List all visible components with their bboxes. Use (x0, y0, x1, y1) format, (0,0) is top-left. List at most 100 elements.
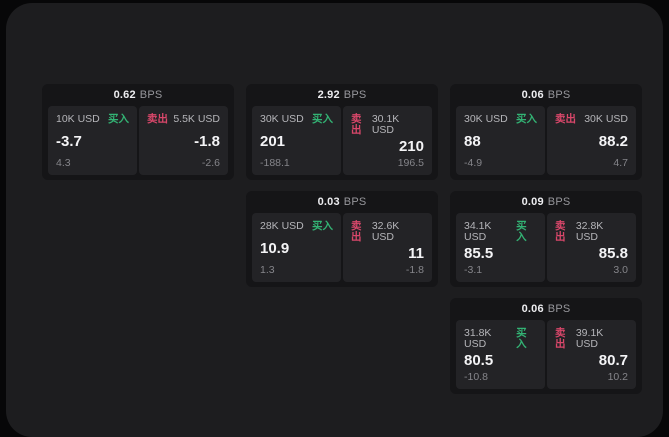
sell-change: 196.5 (397, 156, 424, 169)
sell-panel[interactable]: 卖出 39.1K USD 80.7 10.2 (547, 320, 636, 389)
buy-change: 4.3 (56, 156, 71, 169)
sell-price: 11 (408, 244, 424, 262)
buy-change: -188.1 (260, 156, 290, 169)
buy-price: 80.5 (464, 351, 494, 369)
buy-tag: 买入 (516, 327, 527, 350)
sell-panel[interactable]: 卖出 32.6K USD 11 -1.8 (343, 213, 432, 282)
bps-header: 2.92 BPS (246, 84, 438, 106)
buy-sell-panels: 28K USD 买入 10.9 1.3 卖出 32.6K USD 11 -1.8 (252, 213, 432, 282)
buy-price: 201 (260, 132, 286, 150)
sell-panel-top: 卖出 30K USD (555, 114, 628, 125)
buy-change: -3.1 (464, 263, 483, 276)
buy-amount: 34.1K USD (464, 220, 492, 243)
app-container: 0.62 BPS 10K USD 买入 -3.7 4.3 卖出 5.5K USD… (6, 3, 663, 437)
buy-panel-top: 34.1K USD 买入 (464, 221, 537, 242)
buy-amount: 30K USD (464, 113, 508, 125)
sell-amount: 32.8K USD (575, 220, 604, 243)
bps-unit-label: BPS (547, 89, 571, 101)
buy-tag: 买入 (516, 113, 537, 125)
buy-panel-top: 31.8K USD 买入 (464, 328, 537, 349)
cards-grid: 0.62 BPS 10K USD 买入 -3.7 4.3 卖出 5.5K USD… (42, 84, 642, 394)
buy-panel-top: 30K USD 买入 (260, 114, 333, 125)
sell-panel-top: 卖出 32.8K USD (555, 221, 628, 242)
buy-panel-top: 30K USD 买入 (464, 114, 537, 125)
bps-value: 0.06 (521, 303, 544, 315)
sell-panel-top: 卖出 5.5K USD (147, 114, 220, 125)
sell-change: -1.8 (405, 263, 424, 276)
buy-tag: 买入 (516, 220, 527, 243)
buy-change: -10.8 (464, 370, 488, 383)
buy-price: 85.5 (464, 244, 494, 262)
quote-card: 0.06 BPS 30K USD 买入 88 -4.9 卖出 30K USD 8… (450, 84, 642, 180)
quote-card: 0.09 BPS 34.1K USD 买入 85.5 -3.1 卖出 32.8K… (450, 191, 642, 287)
buy-panel[interactable]: 30K USD 买入 201 -188.1 (252, 106, 341, 175)
sell-tag: 卖出 (555, 327, 566, 350)
sell-change: 4.7 (613, 156, 628, 169)
sell-panel[interactable]: 卖出 5.5K USD -1.8 -2.6 (139, 106, 228, 175)
bps-value: 0.03 (317, 196, 340, 208)
quote-card: 2.92 BPS 30K USD 买入 201 -188.1 卖出 30.1K … (246, 84, 438, 180)
buy-tag: 买入 (312, 220, 333, 232)
buy-price: -3.7 (56, 132, 82, 150)
buy-panel[interactable]: 10K USD 买入 -3.7 4.3 (48, 106, 137, 175)
bps-header: 0.62 BPS (42, 84, 234, 106)
buy-sell-panels: 34.1K USD 买入 85.5 -3.1 卖出 32.8K USD 85.8… (456, 213, 636, 282)
sell-panel[interactable]: 卖出 30K USD 88.2 4.7 (547, 106, 636, 175)
buy-sell-panels: 30K USD 买入 88 -4.9 卖出 30K USD 88.2 4.7 (456, 106, 636, 175)
sell-amount: 30.1K USD (371, 113, 400, 136)
buy-change: 1.3 (260, 263, 275, 276)
bps-value: 2.92 (317, 89, 340, 101)
bps-header: 0.06 BPS (450, 84, 642, 106)
buy-sell-panels: 31.8K USD 买入 80.5 -10.8 卖出 39.1K USD 80.… (456, 320, 636, 389)
sell-amount: 30K USD (584, 113, 628, 125)
sell-change: 3.0 (613, 263, 628, 276)
sell-change: 10.2 (607, 370, 628, 383)
buy-change: -4.9 (464, 156, 483, 169)
sell-panel[interactable]: 卖出 32.8K USD 85.8 3.0 (547, 213, 636, 282)
buy-amount: 28K USD (260, 220, 304, 232)
sell-amount: 5.5K USD (173, 113, 220, 125)
buy-amount: 31.8K USD (464, 327, 492, 350)
buy-panel[interactable]: 28K USD 买入 10.9 1.3 (252, 213, 341, 282)
buy-tag: 买入 (312, 113, 333, 125)
bps-unit-label: BPS (343, 196, 367, 208)
sell-price: 80.7 (598, 351, 628, 369)
buy-price: 10.9 (260, 239, 290, 257)
buy-panel-top: 10K USD 买入 (56, 114, 129, 125)
bps-header: 0.09 BPS (450, 191, 642, 213)
sell-price: 85.8 (598, 244, 628, 262)
buy-tag: 买入 (108, 113, 129, 125)
buy-amount: 10K USD (56, 113, 100, 125)
buy-panel[interactable]: 34.1K USD 买入 85.5 -3.1 (456, 213, 545, 282)
sell-tag: 卖出 (147, 113, 168, 125)
bps-value: 0.06 (521, 89, 544, 101)
sell-panel-top: 卖出 32.6K USD (351, 221, 424, 242)
sell-tag: 卖出 (555, 220, 566, 243)
bps-unit-label: BPS (547, 303, 571, 315)
bps-header: 0.06 BPS (450, 298, 642, 320)
quote-card: 0.03 BPS 28K USD 买入 10.9 1.3 卖出 32.6K US… (246, 191, 438, 287)
buy-sell-panels: 10K USD 买入 -3.7 4.3 卖出 5.5K USD -1.8 -2.… (48, 106, 228, 175)
sell-tag: 卖出 (351, 113, 362, 136)
sell-change: -2.6 (201, 156, 220, 169)
buy-panel-top: 28K USD 买入 (260, 221, 333, 232)
bps-value: 0.09 (521, 196, 544, 208)
sell-tag: 卖出 (351, 220, 362, 243)
buy-panel[interactable]: 30K USD 买入 88 -4.9 (456, 106, 545, 175)
quote-card: 0.06 BPS 31.8K USD 买入 80.5 -10.8 卖出 39.1… (450, 298, 642, 394)
bps-unit-label: BPS (343, 89, 367, 101)
sell-panel-top: 卖出 30.1K USD (351, 114, 424, 135)
bps-value: 0.62 (113, 89, 136, 101)
buy-panel[interactable]: 31.8K USD 买入 80.5 -10.8 (456, 320, 545, 389)
bps-unit-label: BPS (139, 89, 163, 101)
quote-card: 0.62 BPS 10K USD 买入 -3.7 4.3 卖出 5.5K USD… (42, 84, 234, 180)
sell-price: -1.8 (194, 132, 220, 150)
sell-amount: 32.6K USD (371, 220, 400, 243)
buy-sell-panels: 30K USD 买入 201 -188.1 卖出 30.1K USD 210 1… (252, 106, 432, 175)
sell-panel-top: 卖出 39.1K USD (555, 328, 628, 349)
sell-tag: 卖出 (555, 113, 576, 125)
buy-price: 88 (464, 132, 481, 150)
sell-price: 88.2 (598, 132, 628, 150)
buy-amount: 30K USD (260, 113, 304, 125)
sell-panel[interactable]: 卖出 30.1K USD 210 196.5 (343, 106, 432, 175)
